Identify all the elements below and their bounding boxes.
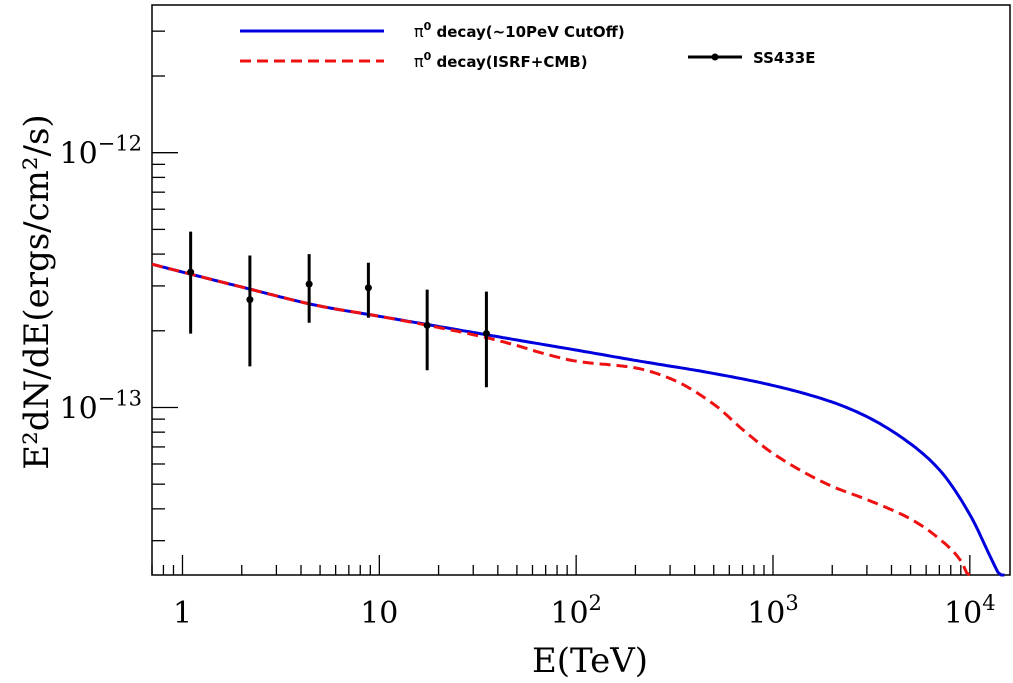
data-point [305, 280, 313, 288]
axis-tick-labels: 1 10 102 103 104 10−12 10−13 [59, 132, 995, 631]
y-axis-title: E²dN/dE(ergs/cm²/s) [17, 114, 57, 469]
legend-marker-ss433e [711, 53, 719, 61]
legend-label-isrf: π0 decay(ISRF+CMB) [414, 50, 588, 71]
x-axis-title: E(TeV) [532, 641, 648, 681]
x-tick-label: 1 [173, 596, 192, 631]
x-tick-label: 102 [550, 591, 602, 631]
cutoff-curve [151, 262, 1005, 577]
isrf-cmb-curve [151, 262, 971, 577]
data-point [482, 330, 490, 338]
legend-label-cutoff: π0 decay(~10PeV CutOff) [414, 20, 625, 41]
data-point [423, 321, 431, 329]
x-tick-label: 103 [747, 591, 799, 631]
data-point [364, 284, 372, 292]
data-point [187, 268, 195, 276]
legend-label-ss433e: SS433E [753, 49, 816, 67]
axis-ticks [151, 30, 971, 575]
data-points [187, 231, 490, 388]
data-point [246, 296, 254, 304]
model-curves [151, 262, 1005, 577]
y-tick-label: 10−13 [59, 386, 142, 426]
plot-frame [151, 4, 1011, 576]
x-tick-label: 104 [944, 591, 996, 631]
legend: π0 decay(~10PeV CutOff) π0 decay(ISRF+CMB… [240, 20, 816, 71]
y-tick-label: 10−12 [59, 132, 142, 172]
x-tick-label: 10 [360, 596, 398, 631]
